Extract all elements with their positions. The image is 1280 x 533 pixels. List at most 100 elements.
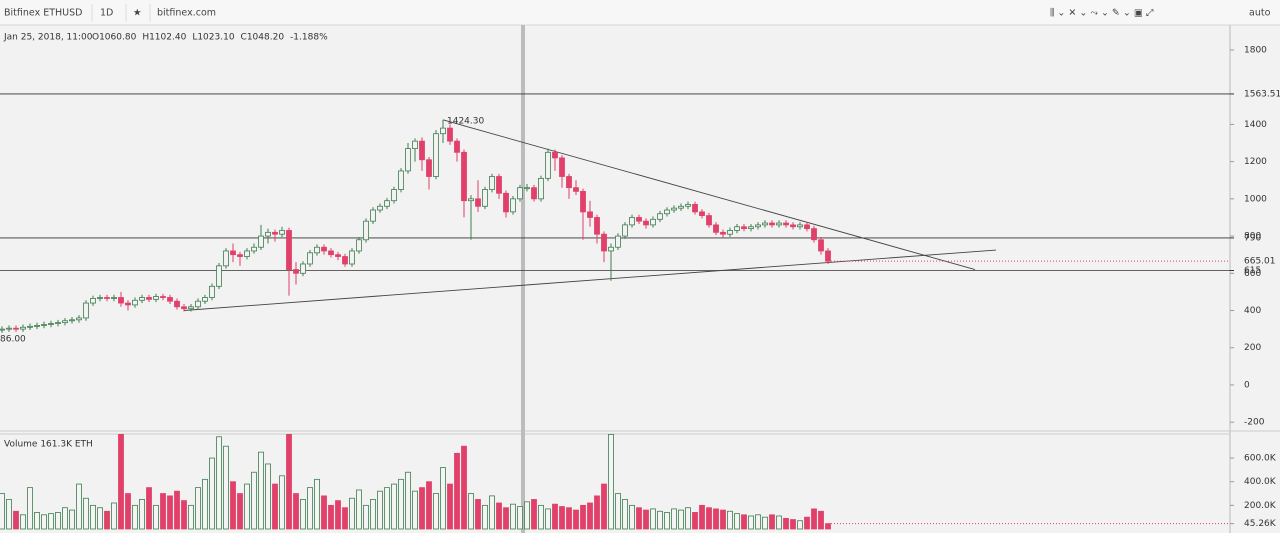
candle-body <box>356 239 362 252</box>
volume-bar <box>650 508 656 530</box>
scale-mode[interactable]: auto <box>1249 8 1271 19</box>
candle-body <box>433 133 439 177</box>
price-label: 790 <box>1244 233 1261 243</box>
volume-bar <box>356 489 362 530</box>
legend-value: H1102.40 <box>142 33 186 43</box>
candle-body <box>783 222 789 226</box>
volume-bar <box>237 493 243 530</box>
y-tick-label: 200 <box>1244 343 1261 353</box>
star[interactable]: ★ <box>133 8 142 19</box>
candle-body <box>559 157 565 177</box>
volume-label: Volume 161.3K ETH <box>4 440 93 450</box>
volume-bar <box>20 514 26 530</box>
volume-bar <box>160 493 166 530</box>
last-price-label: 665.01 <box>1244 257 1276 267</box>
volume-bar <box>181 500 187 530</box>
volume-bar <box>531 499 537 530</box>
candle-body <box>216 265 222 287</box>
candle-body <box>90 298 96 304</box>
candle-body <box>594 217 600 235</box>
volume-bar <box>496 502 502 530</box>
candle-body <box>489 176 495 190</box>
candle-body <box>475 198 481 207</box>
candle-body <box>412 140 418 149</box>
volume-bar <box>615 493 621 530</box>
volume-bar <box>741 514 747 530</box>
volume-bar <box>559 506 565 530</box>
volume-bar <box>433 493 439 530</box>
volume-bar <box>265 463 271 530</box>
candle-body <box>762 222 768 226</box>
price-label: 1563.51 <box>1244 89 1280 99</box>
volume-bar <box>223 445 229 530</box>
candle-body <box>461 151 467 202</box>
volume-bar <box>41 514 47 530</box>
volume-bar <box>426 481 432 530</box>
volume-bar <box>580 504 586 530</box>
candle-body <box>230 250 236 256</box>
volume-bar <box>405 471 411 530</box>
candle-body <box>258 235 264 248</box>
candle-body <box>132 299 138 306</box>
volume-bar <box>776 515 782 530</box>
volume-bar <box>384 487 390 530</box>
volume-bar <box>363 504 369 530</box>
volume-bar <box>636 507 642 530</box>
volume-tick-label: 200.0K <box>1244 501 1277 511</box>
volume-bar <box>391 483 397 530</box>
volume-bar <box>510 503 516 530</box>
volume-bar <box>13 510 19 530</box>
volume-bar <box>671 508 677 530</box>
candle-body <box>293 269 299 274</box>
candle-body <box>265 231 271 237</box>
volume-bar <box>342 507 348 530</box>
candle-body <box>314 246 320 254</box>
volume-bar <box>601 483 607 530</box>
volume-bar <box>286 434 292 530</box>
volume-bar <box>328 504 334 530</box>
volume-bar <box>608 434 614 530</box>
crosshair <box>521 25 525 533</box>
volume-bar <box>335 500 341 530</box>
volume-bar <box>55 512 61 530</box>
volume-bar <box>244 483 250 530</box>
candle-body <box>685 204 691 207</box>
volume-bar <box>125 493 131 530</box>
volume-bar <box>811 508 817 530</box>
candle-body <box>20 326 26 330</box>
candle-body <box>636 217 642 222</box>
volume-bar <box>482 504 488 530</box>
volume-bar <box>167 495 173 530</box>
candle-body <box>671 207 677 211</box>
symbol[interactable]: Bitfinex ETHUSD <box>4 8 82 19</box>
candle-body <box>769 222 775 226</box>
legend-value: L1023.10 <box>192 33 235 43</box>
source[interactable]: bitfinex.com <box>157 8 216 19</box>
volume-bar <box>118 434 124 530</box>
candle-body <box>748 226 754 230</box>
volume-bar <box>174 490 180 530</box>
volume-bar <box>783 517 789 530</box>
tool[interactable]: ⫼ ⌄ ✕ ⌄ ⤳ ⌄ ✎ ⌄ ▣ ⤢ <box>1050 8 1154 19</box>
candle-body <box>111 297 117 299</box>
volume-bar <box>489 495 495 530</box>
candle-body <box>755 224 761 228</box>
candle-body <box>741 226 747 230</box>
candle-body <box>650 218 656 226</box>
candle-body <box>818 239 824 252</box>
candle-body <box>13 327 19 330</box>
candle-body <box>643 220 649 226</box>
candle-body <box>125 302 131 306</box>
candle-body <box>440 127 446 135</box>
volume-bar <box>69 509 75 530</box>
volume-bar <box>377 490 383 530</box>
volume-bar <box>90 504 96 530</box>
interval[interactable]: 1D <box>100 8 113 19</box>
candle-body <box>664 209 670 215</box>
volume-bar <box>6 499 12 530</box>
candle-body <box>825 250 831 262</box>
candle-body <box>300 263 306 274</box>
candle-body <box>377 205 383 211</box>
volume-bar <box>573 509 579 530</box>
candle-body <box>118 297 124 304</box>
